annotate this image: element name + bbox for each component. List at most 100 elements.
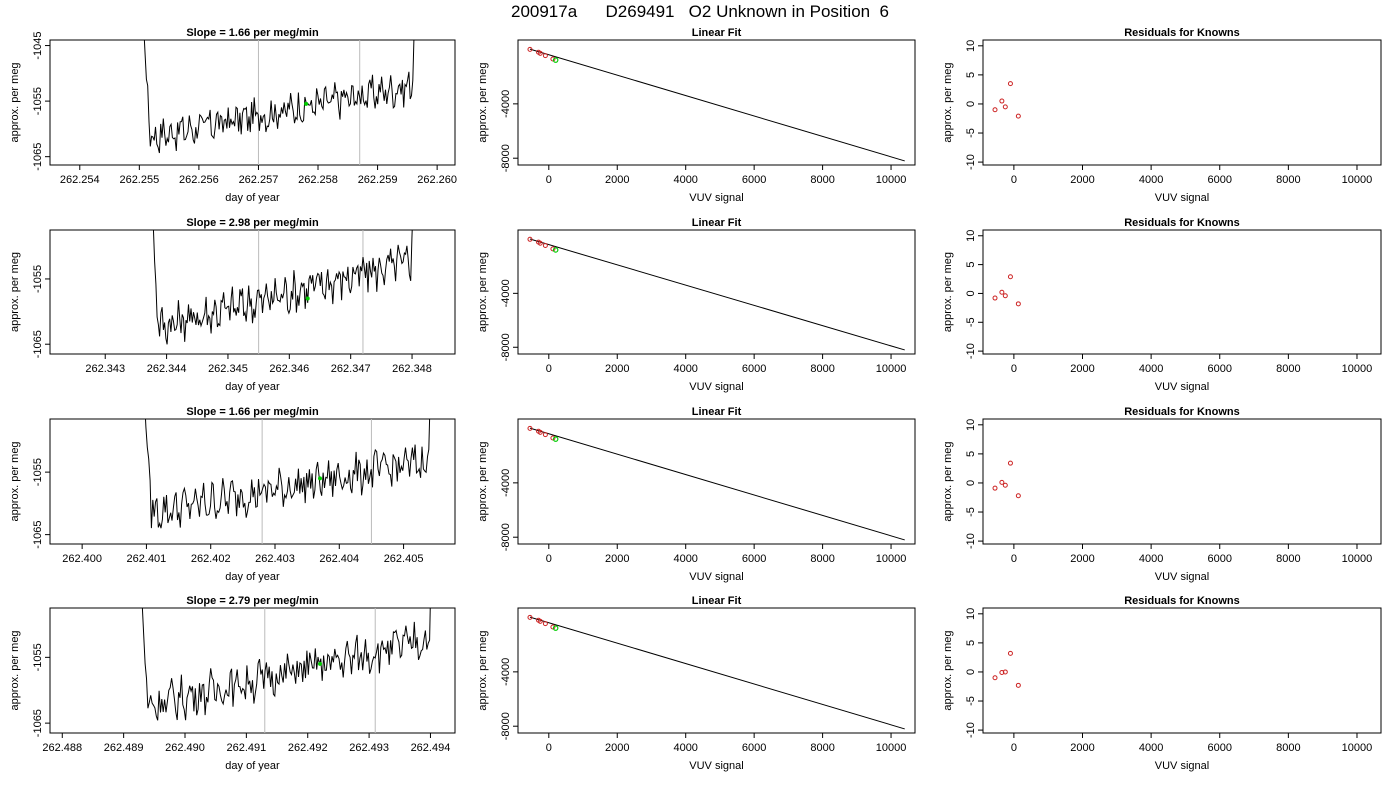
x-axis-label: VUV signal — [689, 381, 743, 393]
x-tick-label: 8000 — [810, 174, 834, 186]
x-tick-label: 262.404 — [319, 553, 359, 565]
residual-point — [992, 485, 998, 491]
x-tick-label: 8000 — [1276, 553, 1300, 565]
y-axis-label: approx. per meg — [942, 630, 954, 710]
panel-linearfit-2: Linear Fit 0 2000 4000 6000 8000 10000 -8000 -40… — [477, 217, 916, 393]
residual-point — [999, 479, 1005, 485]
x-axis-label: day of year — [225, 381, 280, 393]
x-tick-label: 6000 — [1207, 363, 1231, 375]
x-tick-label: 262.258 — [298, 174, 338, 186]
data-point — [550, 56, 556, 62]
plot-area — [141, 608, 431, 733]
x-tick-label: 262.259 — [358, 174, 398, 186]
x-tick-label: 262.260 — [417, 174, 457, 186]
plot-frame — [517, 418, 916, 545]
x-tick-label: 262.492 — [288, 742, 328, 754]
y-tick-label: 10 — [965, 40, 977, 52]
residual-point — [992, 107, 998, 113]
y-tick-label: -4000 — [500, 90, 512, 118]
x-tick-label: 0 — [1011, 363, 1017, 375]
x-tick-label: 4000 — [1139, 363, 1163, 375]
y-tick-label: 10 — [965, 230, 977, 242]
data-point — [537, 50, 543, 56]
panel-linearfit-1: Linear Fit 0 2000 4000 6000 8000 10000 -8000 -40… — [477, 27, 916, 204]
x-tick-label: 262.257 — [239, 174, 279, 186]
x-tick-label: 262.345 — [208, 363, 248, 375]
y-tick-label: -10 — [965, 533, 977, 549]
fit-line — [529, 48, 905, 162]
residual-point — [992, 675, 998, 681]
x-tick-label: 6000 — [742, 553, 766, 565]
data-point — [542, 53, 548, 59]
x-tick-label: 262.348 — [392, 363, 432, 375]
y-axis-label: approx. per meg — [9, 62, 21, 142]
fit-line — [529, 616, 905, 730]
green-marker — [304, 101, 309, 106]
fit-line — [529, 427, 905, 541]
residual-point — [1002, 669, 1008, 675]
x-tick-label: 4000 — [673, 553, 697, 565]
x-tick-label: 0 — [546, 174, 552, 186]
y-axis-label: approx. per meg — [9, 630, 21, 710]
unknown-point — [552, 57, 559, 63]
residual-point — [1002, 293, 1008, 299]
y-tick-label: -1065 — [32, 330, 44, 358]
x-tick-label: 0 — [1011, 174, 1017, 186]
y-axis-label: approx. per meg — [477, 630, 489, 710]
y-axis-label: approx. per meg — [477, 62, 489, 142]
plot-area — [992, 460, 1021, 499]
panel-title: Residuals for Knowns — [1124, 406, 1240, 418]
y-axis-label: approx. per meg — [942, 252, 954, 332]
x-tick-label: 262.255 — [119, 174, 159, 186]
x-tick-label: 262.493 — [349, 742, 389, 754]
y-tick-label: -4000 — [500, 469, 512, 497]
y-tick-label: -5 — [965, 696, 977, 706]
y-tick-label: -10 — [965, 343, 977, 359]
x-tick-label: 6000 — [1207, 553, 1231, 565]
x-tick-label: 2000 — [1070, 363, 1094, 375]
plot-frame — [982, 607, 1382, 734]
plot-frame — [982, 39, 1382, 166]
x-tick-label: 4000 — [673, 742, 697, 754]
y-tick-label: -8000 — [500, 333, 512, 361]
data-point — [537, 618, 543, 624]
plot-frame — [517, 607, 916, 734]
x-tick-label: 2000 — [1070, 174, 1094, 186]
panel-title: Residuals for Knowns — [1124, 217, 1240, 229]
x-tick-label: 262.403 — [255, 553, 295, 565]
green-marker — [305, 296, 310, 301]
x-tick-label: 262.346 — [269, 363, 309, 375]
residual-point — [1007, 650, 1013, 656]
y-tick-label: -5 — [965, 507, 977, 517]
plot-area — [143, 40, 415, 165]
y-tick-label: 10 — [965, 419, 977, 431]
y-tick-label: 0 — [965, 290, 977, 296]
plot-frame — [517, 39, 916, 166]
y-tick-label: -1065 — [32, 709, 44, 737]
residual-point — [992, 295, 998, 301]
residual-point — [999, 98, 1005, 104]
y-tick-label: -1065 — [32, 143, 44, 171]
x-tick-label: 10000 — [876, 742, 907, 754]
residual-point — [999, 289, 1005, 295]
x-tick-label: 10000 — [1342, 553, 1373, 565]
green-marker — [318, 661, 322, 666]
x-tick-label: 8000 — [810, 553, 834, 565]
y-tick-label: -4000 — [500, 658, 512, 686]
x-tick-label: 262.347 — [331, 363, 371, 375]
x-tick-label: 0 — [1011, 553, 1017, 565]
y-tick-label: -4000 — [500, 279, 512, 307]
plot-area — [527, 46, 905, 162]
x-tick-label: 262.400 — [62, 553, 102, 565]
panel-timeseries-3: Slope = 1.66 per meg/min 262.400 262.401 26… — [9, 406, 456, 583]
residual-point — [1015, 301, 1021, 307]
y-tick-label: -10 — [965, 154, 977, 170]
plot-frame — [982, 418, 1382, 545]
x-tick-label: 262.489 — [104, 742, 144, 754]
y-axis-label: approx. per meg — [942, 62, 954, 142]
plot-frame — [49, 39, 456, 166]
panel-timeseries-2: Slope = 2.98 per meg/min 262.343 262.344 26… — [9, 217, 456, 393]
x-tick-label: 6000 — [742, 742, 766, 754]
x-tick-label: 4000 — [1139, 553, 1163, 565]
